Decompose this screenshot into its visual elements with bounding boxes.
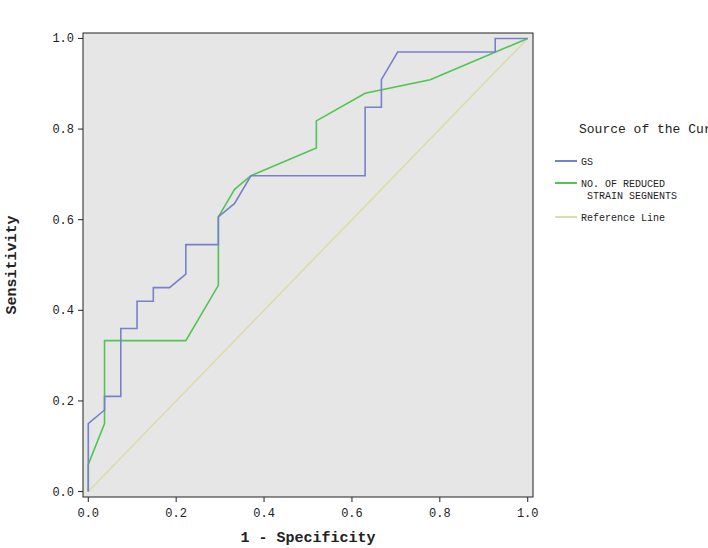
roc-line <box>88 38 527 491</box>
legend-label-line: NO. OF REDUCED <box>581 179 665 190</box>
y-tick <box>78 129 83 130</box>
x-tick-label: 0.4 <box>253 507 275 521</box>
legend-label: GS <box>581 157 593 168</box>
legend-label-line: GS <box>581 157 593 168</box>
y-tick <box>78 38 83 39</box>
chart: 0.0 0.2 0.4 0.6 0.8 1.0 0.0 0.2 0.4 0.6 0.8 1.0 1 - … <box>0 0 708 548</box>
legend-key <box>555 160 577 162</box>
y-tick-label: 0.4 <box>52 304 74 318</box>
roc-line <box>88 38 527 491</box>
x-tick-label: 1.0 <box>517 507 539 521</box>
x-tick <box>351 497 352 502</box>
y-axis-label: Sensitivity <box>4 215 21 314</box>
plot-area <box>83 33 533 497</box>
legend-title: Source of the Curve <box>579 122 708 137</box>
y-tick-label: 0.0 <box>52 486 74 500</box>
legend-label: Reference Line <box>581 213 665 224</box>
x-axis-label: 1 - Specificity <box>240 530 375 547</box>
legend-key <box>555 216 577 218</box>
legend-label-line: STRAIN SEGNENTS <box>581 191 677 202</box>
x-tick <box>176 497 177 502</box>
series-group <box>88 38 527 491</box>
x-tick-label: 0.0 <box>77 507 99 521</box>
x-tick-label: 0.8 <box>429 507 451 521</box>
legend-label: NO. OF REDUCED STRAIN SEGNENTS <box>581 179 677 202</box>
legend-key <box>555 182 577 184</box>
legend-label-line: Reference Line <box>581 213 665 224</box>
y-tick-label: 0.2 <box>52 395 74 409</box>
x-tick-label: 0.6 <box>341 507 363 521</box>
y-tick <box>78 219 83 220</box>
y-tick <box>78 310 83 311</box>
y-tick <box>78 400 83 401</box>
x-tick <box>439 497 440 502</box>
y-tick-label: 0.8 <box>52 123 74 137</box>
x-tick <box>88 497 89 502</box>
x-tick <box>264 497 265 502</box>
y-tick <box>78 491 83 492</box>
y-tick-label: 0.6 <box>52 214 74 228</box>
x-tick-label: 0.2 <box>165 507 187 521</box>
y-tick-label: 1.0 <box>52 32 74 46</box>
x-tick <box>527 497 528 502</box>
roc-line <box>88 38 527 491</box>
